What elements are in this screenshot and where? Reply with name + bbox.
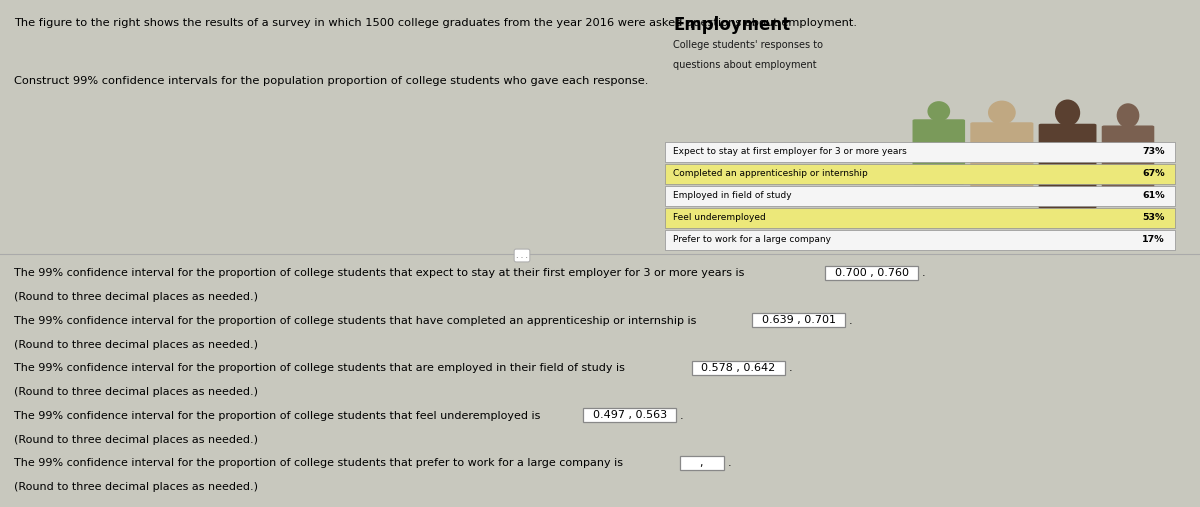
- Text: 61%: 61%: [1142, 191, 1165, 200]
- FancyBboxPatch shape: [1039, 124, 1097, 208]
- Text: 73%: 73%: [1142, 147, 1165, 156]
- FancyBboxPatch shape: [680, 456, 725, 469]
- Text: (Round to three decimal places as needed.): (Round to three decimal places as needed…: [14, 482, 258, 492]
- FancyBboxPatch shape: [583, 409, 676, 422]
- Text: 0.497 , 0.563: 0.497 , 0.563: [593, 410, 667, 420]
- Ellipse shape: [1117, 103, 1139, 128]
- Text: Construct 99% confidence intervals for the population proportion of college stud: Construct 99% confidence intervals for t…: [14, 76, 649, 86]
- Text: .: .: [788, 364, 792, 373]
- Text: Completed an apprenticeship or internship: Completed an apprenticeship or internshi…: [673, 169, 868, 178]
- Text: The 99% confidence interval for the proportion of college students that are empl: The 99% confidence interval for the prop…: [14, 364, 629, 373]
- Text: The figure to the right shows the results of a survey in which 1500 college grad: The figure to the right shows the result…: [14, 18, 857, 28]
- FancyBboxPatch shape: [666, 141, 1175, 162]
- Text: 0.578 , 0.642: 0.578 , 0.642: [701, 363, 775, 373]
- Text: .: .: [728, 458, 732, 468]
- Text: (Round to three decimal places as needed.): (Round to three decimal places as needed…: [14, 387, 258, 397]
- Ellipse shape: [928, 101, 950, 121]
- Text: Employment: Employment: [673, 16, 791, 34]
- Text: Employed in field of study: Employed in field of study: [673, 191, 792, 200]
- FancyBboxPatch shape: [692, 361, 785, 375]
- Text: . . .: . . .: [516, 251, 528, 260]
- Text: .: .: [850, 316, 853, 326]
- Text: ,: ,: [694, 458, 710, 468]
- FancyBboxPatch shape: [826, 266, 918, 280]
- FancyBboxPatch shape: [666, 208, 1175, 228]
- Text: The 99% confidence interval for the proportion of college students that have com: The 99% confidence interval for the prop…: [14, 316, 701, 326]
- Text: 67%: 67%: [1142, 169, 1165, 178]
- Text: 0.700 , 0.760: 0.700 , 0.760: [834, 268, 908, 278]
- Text: 53%: 53%: [1142, 213, 1165, 223]
- FancyBboxPatch shape: [752, 313, 846, 327]
- FancyBboxPatch shape: [666, 230, 1175, 250]
- Text: College students' responses to: College students' responses to: [673, 40, 823, 50]
- FancyBboxPatch shape: [666, 164, 1175, 184]
- FancyBboxPatch shape: [1102, 125, 1154, 204]
- Ellipse shape: [988, 100, 1015, 125]
- Text: (Round to three decimal places as needed.): (Round to three decimal places as needed…: [14, 292, 258, 302]
- Text: questions about employment: questions about employment: [673, 59, 817, 69]
- Text: (Round to three decimal places as needed.): (Round to three decimal places as needed…: [14, 340, 258, 349]
- FancyBboxPatch shape: [666, 186, 1175, 206]
- Text: Prefer to work for a large company: Prefer to work for a large company: [673, 235, 832, 244]
- FancyBboxPatch shape: [912, 119, 965, 185]
- Text: The 99% confidence interval for the proportion of college students that feel und: The 99% confidence interval for the prop…: [14, 411, 545, 421]
- Text: Expect to stay at first employer for 3 or more years: Expect to stay at first employer for 3 o…: [673, 147, 907, 156]
- Text: 0.639 , 0.701: 0.639 , 0.701: [762, 315, 836, 325]
- FancyBboxPatch shape: [971, 122, 1033, 199]
- Text: Feel underemployed: Feel underemployed: [673, 213, 766, 223]
- Text: The 99% confidence interval for the proportion of college students that expect t: The 99% confidence interval for the prop…: [14, 268, 749, 278]
- Text: .: .: [679, 411, 683, 421]
- Ellipse shape: [1055, 99, 1080, 126]
- Text: The 99% confidence interval for the proportion of college students that prefer t: The 99% confidence interval for the prop…: [14, 458, 626, 468]
- Text: (Round to three decimal places as needed.): (Round to three decimal places as needed…: [14, 434, 258, 445]
- Text: .: .: [922, 268, 925, 278]
- Text: 17%: 17%: [1142, 235, 1165, 244]
